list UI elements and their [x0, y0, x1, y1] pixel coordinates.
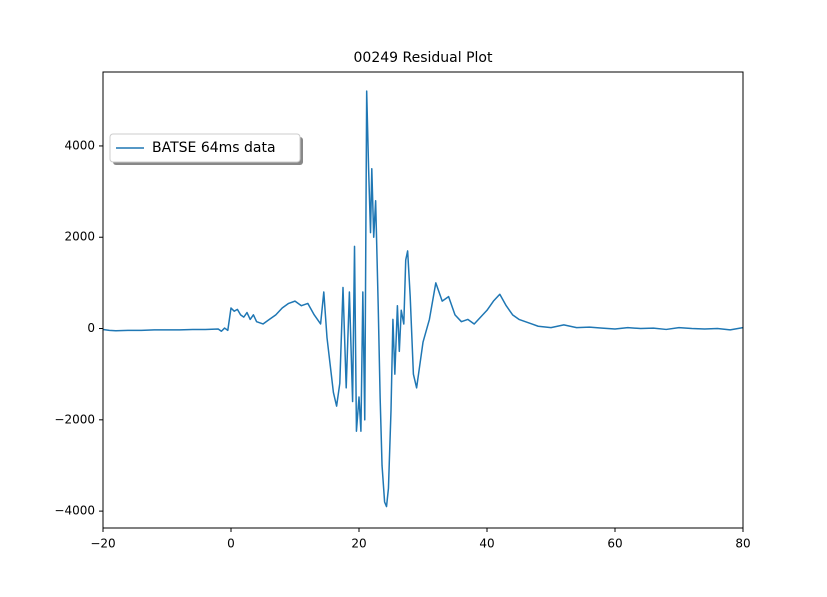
data-line — [103, 90, 743, 508]
y-tick-label: 0 — [87, 321, 95, 335]
y-tick-label: 4000 — [64, 138, 95, 152]
x-tick-label: 60 — [607, 537, 622, 551]
y-tick-label: 2000 — [64, 230, 95, 244]
axes-frame — [102, 71, 744, 529]
y-tick-label: −2000 — [54, 412, 95, 426]
x-tick-label: 80 — [735, 537, 750, 551]
y-tick-label: −4000 — [54, 504, 95, 518]
legend — [109, 133, 301, 163]
x-tick-label: 40 — [479, 537, 494, 551]
x-tick-label: −20 — [90, 537, 115, 551]
legend-label: BATSE 64ms data — [152, 140, 276, 156]
chart-title: 00249 Residual Plot — [354, 50, 493, 66]
x-tick-label: 0 — [227, 537, 235, 551]
x-tick-label: 20 — [351, 537, 366, 551]
